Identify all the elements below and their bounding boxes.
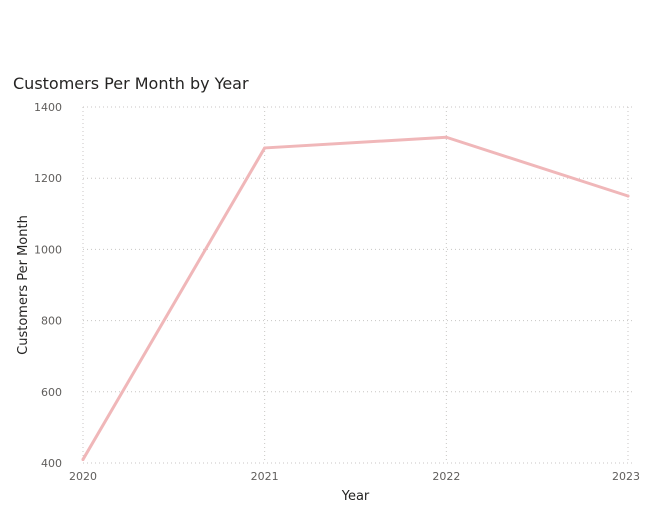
grid-lines xyxy=(82,106,634,464)
y-tick-label: 1200 xyxy=(34,172,62,185)
y-axis-ticks: 400 600 800 1000 1200 1400 xyxy=(34,101,62,470)
x-tick-label: 2022 xyxy=(432,470,460,483)
data-point xyxy=(444,135,448,139)
data-point xyxy=(81,457,85,461)
x-tick-label: 2023 xyxy=(612,470,640,483)
y-tick-label: 800 xyxy=(41,315,62,328)
chart-title: Customers Per Month by Year xyxy=(13,74,249,93)
x-axis-title: Year xyxy=(341,489,370,504)
data-point xyxy=(626,194,630,198)
data-point xyxy=(263,146,267,150)
x-tick-label: 2021 xyxy=(251,470,279,483)
y-tick-label: 1400 xyxy=(34,101,62,114)
y-tick-label: 1000 xyxy=(34,243,62,256)
x-axis-ticks: 2020 2021 2022 2023 xyxy=(69,470,640,483)
series-line xyxy=(81,135,630,461)
y-axis-title: Customers Per Month xyxy=(16,215,31,355)
y-tick-label: 400 xyxy=(41,457,62,470)
series-lines xyxy=(81,135,630,461)
y-tick-label: 600 xyxy=(41,386,62,399)
x-tick-label: 2020 xyxy=(69,470,97,483)
